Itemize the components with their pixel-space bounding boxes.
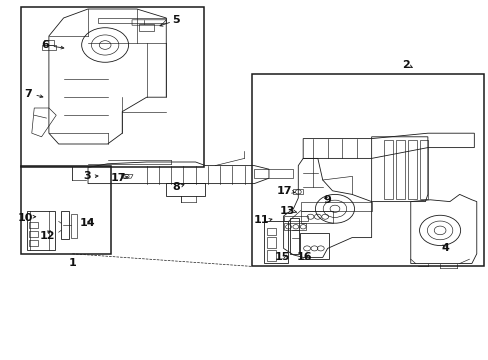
Text: 11: 11 — [253, 215, 269, 225]
Text: 6: 6 — [41, 40, 49, 50]
Bar — [27, 211, 55, 250]
Bar — [266, 237, 276, 248]
Bar — [266, 250, 276, 261]
Text: 7: 7 — [24, 89, 32, 99]
Text: 2: 2 — [401, 60, 409, 70]
Bar — [29, 231, 38, 237]
Bar — [290, 218, 299, 254]
Text: 9: 9 — [323, 195, 331, 205]
Bar — [251, 74, 483, 266]
Text: 5: 5 — [172, 15, 180, 25]
Text: 14: 14 — [79, 218, 95, 228]
Bar — [20, 7, 203, 167]
Text: 10: 10 — [18, 213, 33, 223]
Text: 12: 12 — [40, 231, 56, 241]
Text: 3: 3 — [83, 171, 91, 181]
Text: 17: 17 — [276, 186, 292, 196]
Text: 13: 13 — [279, 206, 295, 216]
Bar — [71, 214, 77, 238]
Text: 17: 17 — [111, 173, 126, 183]
Bar — [20, 166, 111, 254]
Text: 1: 1 — [68, 258, 76, 268]
Text: 16: 16 — [296, 252, 311, 262]
Bar — [29, 222, 38, 228]
Bar — [264, 221, 287, 263]
Text: 15: 15 — [274, 252, 290, 262]
Bar — [266, 228, 276, 235]
Bar — [300, 233, 328, 259]
Text: 8: 8 — [172, 182, 180, 192]
Bar — [61, 211, 69, 239]
Text: 4: 4 — [440, 243, 448, 253]
Bar — [29, 240, 38, 246]
